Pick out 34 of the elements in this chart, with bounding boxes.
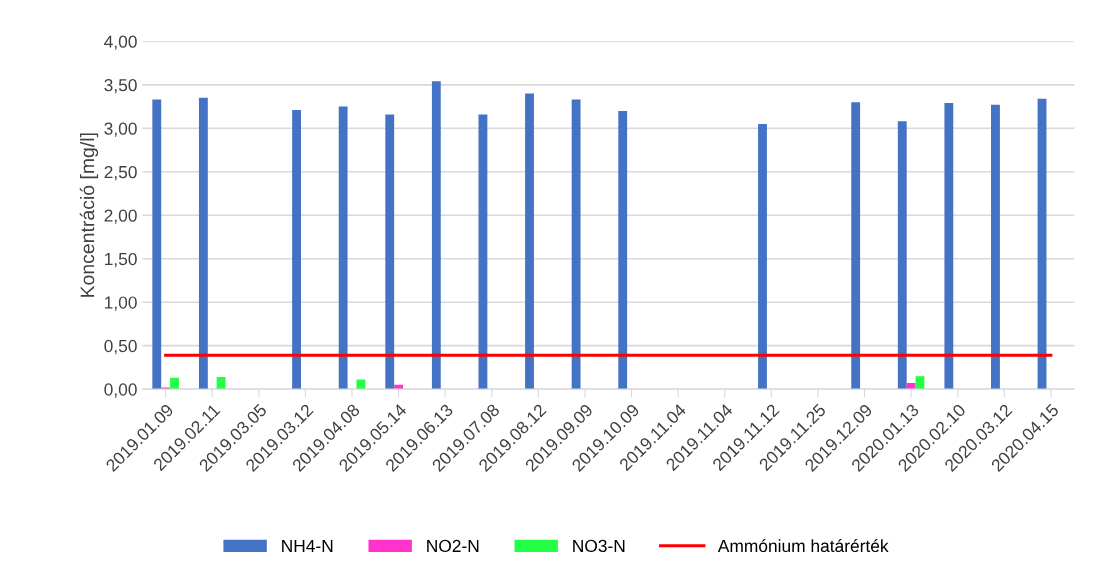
bar [198, 97, 208, 390]
y-tick-label: 4,00 [104, 35, 137, 50]
bar [152, 99, 162, 390]
bar [906, 383, 916, 390]
y-tick-label: 2,50 [104, 165, 137, 181]
legend-label: NH4-N [282, 539, 333, 552]
y-tick-label: 1,50 [105, 252, 137, 268]
bar [170, 377, 179, 390]
bar [618, 110, 628, 390]
bar [571, 99, 581, 390]
legend-label: NO3-N [573, 539, 625, 553]
bar [525, 93, 534, 390]
bar [394, 384, 404, 390]
y-tick-label: 0,00 [104, 383, 137, 398]
bar [897, 121, 907, 390]
bar [356, 379, 366, 390]
bar [216, 377, 226, 390]
bar [431, 81, 441, 390]
bar [915, 376, 925, 390]
bar [991, 104, 1000, 390]
legend-label: Ammónium határérték [717, 539, 889, 553]
bar [338, 106, 348, 390]
bar [944, 103, 954, 390]
legend-label: NO2-N [427, 539, 479, 553]
bar [385, 114, 395, 390]
y-tick-label: 3,50 [104, 78, 137, 94]
bar [292, 110, 301, 390]
bar [851, 102, 861, 390]
bar [758, 123, 767, 390]
y-tick-label: 0,50 [104, 339, 137, 355]
y-tick-label: 2,00 [104, 209, 137, 224]
y-tick-label: 1,00 [105, 296, 137, 311]
y-tick-label: 3,00 [104, 122, 137, 137]
y-axis-title: Koncentráció [mg/l] [79, 133, 99, 297]
